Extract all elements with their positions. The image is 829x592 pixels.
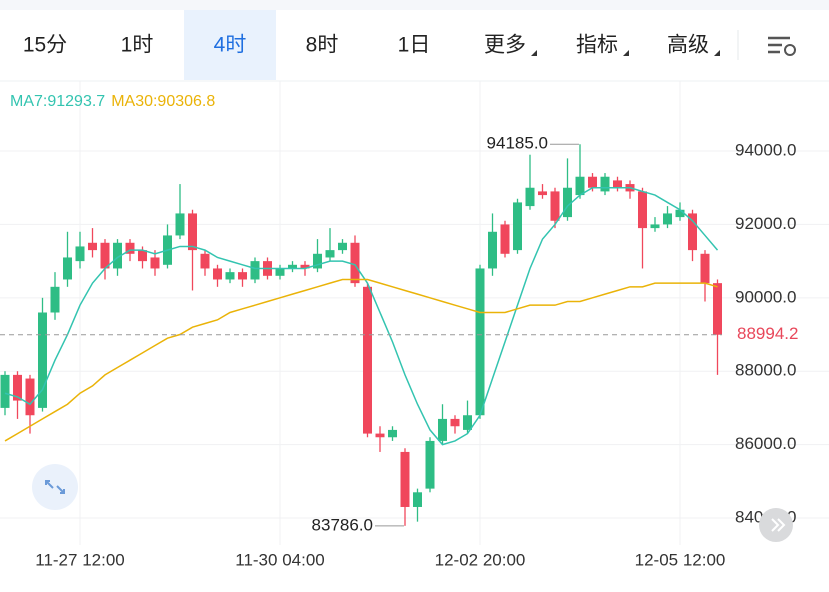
y-tick-label: 92000.0: [735, 214, 796, 233]
candle-body: [38, 312, 47, 408]
tab[interactable]: 15分: [23, 34, 67, 57]
candle-body: [463, 415, 472, 430]
tab[interactable]: 4时: [214, 34, 247, 57]
tab-dropdown: [714, 50, 720, 56]
candle-body: [600, 176, 610, 192]
candle-body: [338, 242, 347, 251]
candle-body: [150, 257, 160, 269]
candle-body: [100, 242, 110, 269]
candle-body: [88, 242, 97, 251]
ma-line: [4, 186, 719, 446]
candle-body: [375, 433, 385, 438]
candle-body: [650, 224, 660, 229]
candle-body: [238, 272, 247, 280]
candle-body: [13, 374, 22, 401]
last-price-label: 88994.2: [737, 324, 798, 343]
candle-body: [525, 187, 535, 207]
candle-body: [175, 213, 185, 236]
candle-body: [225, 272, 235, 280]
y-tick-label: 94000.0: [735, 141, 796, 160]
settings-icon[interactable]: [768, 36, 796, 56]
active-tab-bg: [184, 10, 276, 80]
annotation-label: 94185.0: [487, 134, 548, 153]
annotation-label: 83786.0: [312, 515, 373, 534]
candle-body: [450, 418, 460, 427]
tab[interactable]: 8时: [306, 34, 339, 57]
candle-body: [188, 213, 197, 251]
candle-body: [550, 191, 560, 221]
candle-body: [288, 264, 297, 269]
candle-body: [688, 213, 697, 251]
candle-body: [488, 231, 497, 269]
candle-body: [388, 429, 397, 438]
candle-body: [50, 286, 60, 313]
x-tick-label: 11-30 04:00: [235, 550, 324, 569]
candle-body: [675, 209, 685, 218]
candle-body: [438, 418, 447, 441]
candle-body: [25, 378, 35, 416]
ma-line: [4, 278, 718, 442]
candle-body: [125, 242, 135, 254]
candle-body: [713, 283, 722, 335]
candle-body: [700, 253, 710, 284]
candle-body: [250, 261, 260, 280]
candle-body: [575, 176, 585, 196]
candle-body: [300, 264, 310, 269]
tab[interactable]: 1时: [121, 34, 154, 57]
scroll-icon: [771, 518, 786, 532]
legend-entry: MA7:91293.7: [10, 93, 105, 110]
candle-body: [363, 286, 372, 434]
chart: 84000.086000.088000.090000.092000.094000…: [0, 81, 829, 569]
candle-body: [75, 246, 85, 262]
tab[interactable]: 1日: [398, 34, 431, 57]
scroll-button[interactable]: [759, 508, 793, 542]
candle-body: [413, 492, 422, 507]
candle-body: [200, 253, 210, 269]
x-tick-label: 12-05 12:00: [635, 550, 726, 569]
candle-body: [613, 180, 622, 188]
expand-button[interactable]: [32, 464, 78, 510]
tab[interactable]: 更多: [484, 34, 526, 57]
candle-body: [663, 213, 672, 225]
candle-body: [538, 191, 547, 196]
tab-dropdown: [623, 50, 629, 56]
status-strip: [0, 0, 829, 10]
candle-body: [588, 176, 597, 188]
candle-body: [638, 191, 647, 229]
legend-entry: MA30:90306.8: [111, 93, 215, 110]
candle-body: [350, 242, 360, 284]
candle-body: [0, 374, 10, 408]
tab[interactable]: 高级: [667, 34, 709, 57]
y-tick-label: 86000.0: [735, 434, 796, 453]
expand-icon: [45, 480, 65, 494]
candle-body: [138, 250, 147, 262]
candle-body: [475, 268, 485, 416]
candle-body: [275, 268, 285, 276]
candle-body: [113, 242, 122, 269]
y-tick-label: 88000.0: [735, 361, 796, 380]
candle-body: [500, 224, 510, 254]
candle-body: [400, 451, 410, 507]
tab-dropdown: [531, 50, 537, 56]
candle-body: [213, 268, 222, 280]
candle-body: [563, 187, 572, 218]
candle-body: [513, 202, 522, 251]
x-tick-label: 11-27 12:00: [35, 550, 124, 569]
candle-body: [425, 440, 435, 489]
y-tick-label: 90000.0: [735, 287, 796, 306]
candle-body: [313, 253, 322, 269]
candle-body: [63, 257, 72, 280]
tab[interactable]: 指标: [576, 34, 618, 57]
x-tick-label: 12-02 20:00: [435, 550, 526, 569]
candle-body: [325, 250, 335, 258]
